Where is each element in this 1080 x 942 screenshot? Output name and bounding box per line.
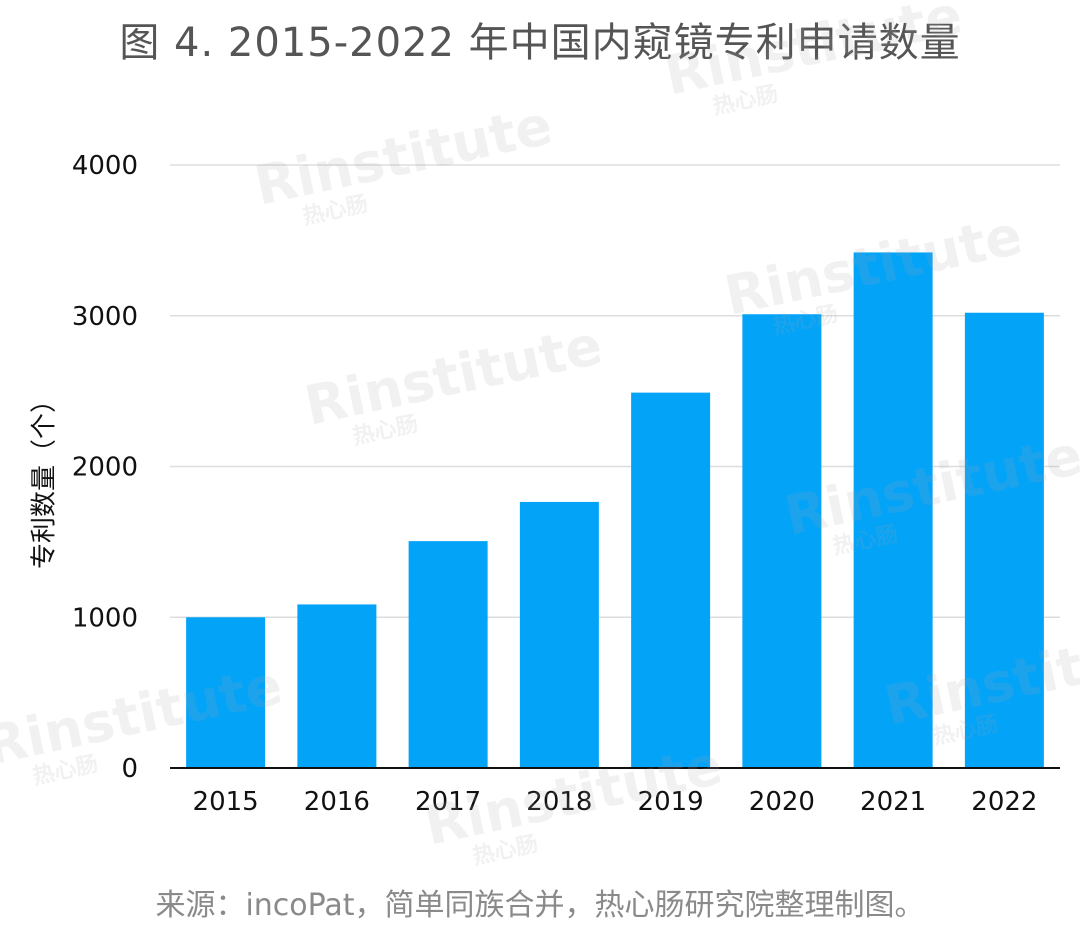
y-axis-ticks: 0 1000 2000 3000 4000 bbox=[72, 151, 138, 784]
y-axis-label: 专利数量（个） bbox=[29, 386, 60, 570]
x-tick-label: 2016 bbox=[304, 787, 370, 817]
x-tick-label: 2017 bbox=[415, 787, 481, 817]
bar bbox=[742, 314, 822, 768]
x-tick-label: 2021 bbox=[860, 787, 926, 817]
bar bbox=[631, 392, 711, 768]
bar bbox=[186, 617, 266, 768]
x-tick-label: 2020 bbox=[749, 787, 815, 817]
bar bbox=[408, 541, 488, 768]
bar bbox=[964, 312, 1044, 768]
source-note: 来源：incoPat，简单同族合并，热心肠研究院整理制图。 bbox=[155, 888, 925, 923]
chart-title: 图 4. 2015-2022 年中国内窥镜专利申请数量 bbox=[119, 20, 961, 66]
y-tick-label: 4000 bbox=[72, 151, 138, 181]
x-tick-label: 2015 bbox=[193, 787, 259, 817]
x-axis-ticks: 2015 2016 2017 2018 2019 2020 2021 2022 bbox=[193, 787, 1038, 817]
x-tick-label: 2018 bbox=[526, 787, 592, 817]
y-tick-label: 2000 bbox=[72, 453, 138, 483]
bars bbox=[186, 252, 1044, 768]
x-tick-label: 2022 bbox=[971, 787, 1037, 817]
x-tick-label: 2019 bbox=[638, 787, 704, 817]
y-tick-label: 0 bbox=[121, 754, 138, 784]
bar bbox=[297, 604, 377, 768]
bar bbox=[853, 252, 933, 768]
bar bbox=[519, 501, 599, 768]
y-tick-label: 3000 bbox=[72, 302, 138, 332]
y-tick-label: 1000 bbox=[72, 603, 138, 633]
